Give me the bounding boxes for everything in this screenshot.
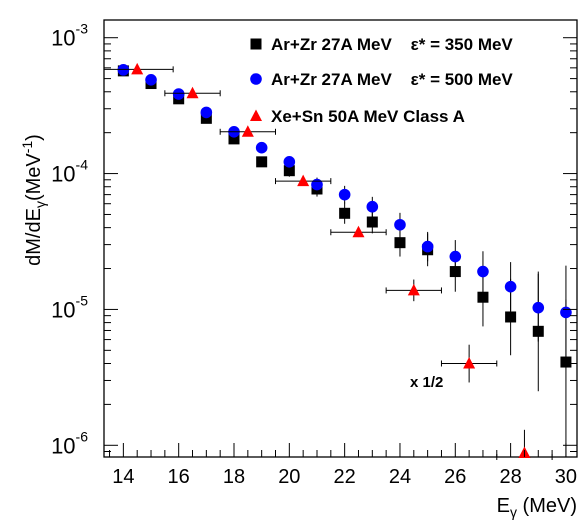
legend: Ar+Zr 27A MeV ε* = 350 MeV Ar+Zr 27A MeV … xyxy=(250,35,513,126)
circle-series-point xyxy=(504,280,517,293)
circle-series-point xyxy=(394,218,406,231)
x-axis-label-unit: (MeV) xyxy=(517,495,577,517)
circle-series-point xyxy=(421,240,434,253)
legend-label: Ar+Zr 27A MeV ε* = 500 MeV xyxy=(271,70,513,89)
square-series-point xyxy=(477,291,489,303)
square-series-point xyxy=(366,216,378,228)
square-series-point xyxy=(256,156,268,168)
y-tick-label-base: 10 xyxy=(51,433,75,458)
circle-series-point xyxy=(311,178,323,191)
y-tick-label: 10-3 xyxy=(51,21,88,51)
circle-series-point xyxy=(477,265,489,278)
legend-label: Xe+Sn 50A MeV Class A xyxy=(271,107,465,126)
y-axis-label-main: dM/dE xyxy=(23,208,45,266)
circle-series-point xyxy=(449,250,462,263)
x-tick-label: 28 xyxy=(499,466,521,488)
circle-series-point xyxy=(560,306,572,319)
triangle-series-point xyxy=(297,174,310,187)
square-series-point xyxy=(560,356,572,368)
y-tick-label: 10-6 xyxy=(51,428,88,458)
circle-series-point xyxy=(366,200,379,213)
triangle-series-point xyxy=(463,356,476,369)
square-series-point xyxy=(200,112,212,124)
x-tick-label: 16 xyxy=(168,466,190,488)
circle-series-point xyxy=(532,301,545,314)
triangle-series-point xyxy=(186,86,199,99)
x1-2-annotation: x 1/2 xyxy=(410,374,443,391)
circle-series-point xyxy=(200,106,213,119)
triangle-series-point xyxy=(407,283,420,296)
y-tick-label-base: 10 xyxy=(51,162,75,187)
y-tick-label: 10-4 xyxy=(51,157,88,187)
square-series-point xyxy=(339,207,351,219)
y-tick-label: 10-5 xyxy=(51,292,88,322)
circle-series-point xyxy=(145,73,157,86)
legend-marker-circle xyxy=(250,73,262,85)
y-tick-label-exp: -6 xyxy=(76,428,89,444)
circle-series-point xyxy=(338,188,351,201)
x-tick-label: 20 xyxy=(278,466,300,488)
square-series-point xyxy=(228,133,240,145)
y-axis-label-unit: (MeV xyxy=(23,153,45,201)
triangle-series-point xyxy=(131,62,144,75)
data-markers xyxy=(103,62,572,460)
triangle-series-point xyxy=(241,125,254,137)
circle-series-point xyxy=(117,64,130,76)
circle-series-point xyxy=(172,88,185,100)
y-tick-label-exp: -4 xyxy=(76,157,89,173)
y-tick-label-exp: -5 xyxy=(76,292,89,308)
x-axis-label: Eγ (MeV) xyxy=(497,495,577,520)
legend-marker-triangle xyxy=(250,109,262,121)
x-tick-label: 24 xyxy=(389,466,411,488)
triangle-series-point xyxy=(352,225,365,238)
square-series-point xyxy=(283,165,295,177)
legend-label: Ar+Zr 27A MeV ε* = 350 MeV xyxy=(271,35,513,54)
x-tick-label: 22 xyxy=(334,466,356,488)
legend-marker-square xyxy=(250,38,262,50)
plot-frame xyxy=(103,19,578,458)
x-tick-label: 14 xyxy=(112,466,134,488)
square-series-point xyxy=(505,311,517,323)
y-axis-label: dM/dEγ(MeV-1) xyxy=(19,134,48,266)
x-axis-ticks: 14 16 18 20 22 24 26 28 30 xyxy=(109,443,577,488)
x-axis-label-main: E xyxy=(497,495,510,517)
square-series-point xyxy=(394,237,406,249)
x-tick-label: 26 xyxy=(444,466,466,488)
y-tick-label-exp: -3 xyxy=(76,21,89,37)
x-axis-label-sub: γ xyxy=(510,504,517,520)
y-axis-label-exp: -1 xyxy=(19,141,35,154)
y-tick-label-base: 10 xyxy=(51,26,75,51)
circle-series-point xyxy=(283,156,296,168)
x-tick-label: 30 xyxy=(555,466,577,488)
y-tick-label-base: 10 xyxy=(51,297,75,322)
x-tick-label: 18 xyxy=(223,466,245,488)
y-axis-label-close: ) xyxy=(23,134,45,141)
circle-series-point xyxy=(255,141,268,154)
y-axis-ticks: 10-310-410-510-6 xyxy=(51,21,577,458)
y-axis-label-sub: γ xyxy=(32,201,48,208)
